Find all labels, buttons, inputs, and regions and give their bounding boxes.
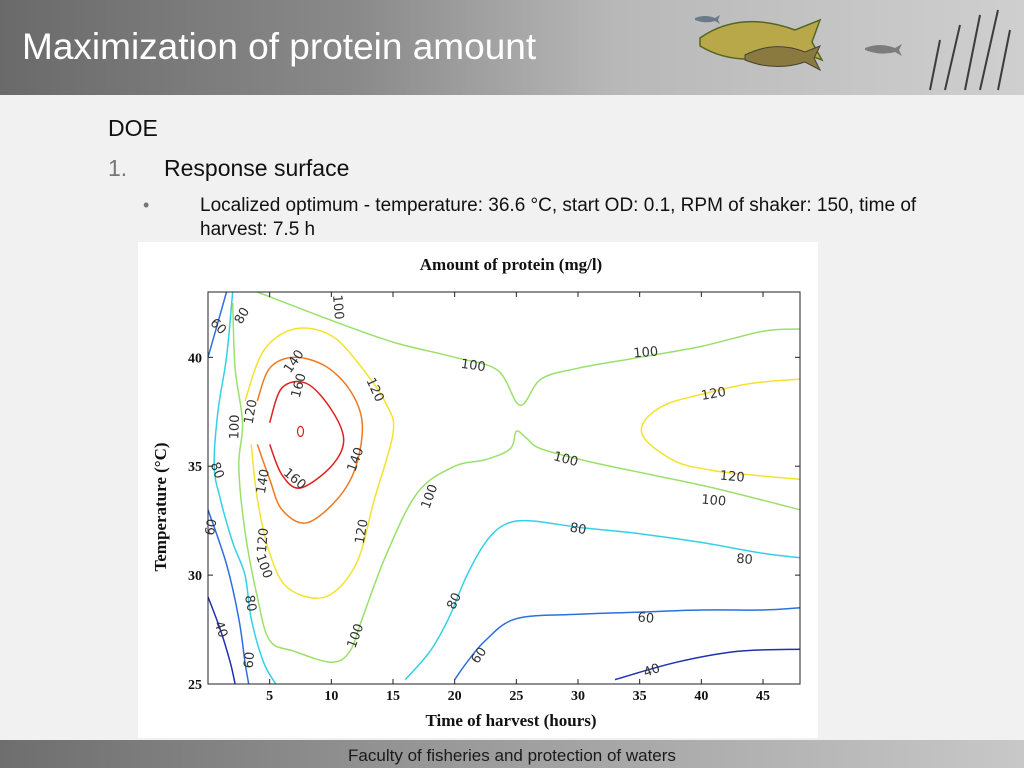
contour-label: 120 <box>362 376 386 405</box>
contour-line-100 <box>257 292 800 406</box>
contour-chart: Amount of protein (mg/l) 160160140140140… <box>151 255 801 730</box>
x-tick-label: 25 <box>509 689 523 704</box>
y-tick-label: 25 <box>188 678 202 693</box>
chart-title: Amount of protein (mg/l) <box>420 255 602 274</box>
contour-label: 100 <box>633 344 659 361</box>
plot-frame <box>207 291 801 685</box>
contour-line-100 <box>231 302 800 663</box>
contour-label: 60 <box>242 651 258 669</box>
x-tick-label: 35 <box>633 689 647 704</box>
contour-label: 120 <box>255 527 272 553</box>
contour-line-80 <box>213 292 277 684</box>
optimum-marker <box>296 425 305 437</box>
footer-bar: Faculty of fisheries and protection of w… <box>0 740 1024 768</box>
plot-area: 1601601401401401201201201201201201001001… <box>188 291 801 704</box>
footer-text: Faculty of fisheries and protection of w… <box>348 746 676 765</box>
x-tick-label: 40 <box>694 689 708 704</box>
contour-chart-panel: Amount of protein (mg/l) 160 160 140 140 140… <box>138 242 818 738</box>
fish-icon-tiny <box>695 15 720 24</box>
contour-line-80 <box>404 519 800 681</box>
y-tick-label: 40 <box>188 351 202 366</box>
bullet-optimum-text: Localized optimum - temperature: 36.6 °C… <box>200 195 917 240</box>
heading-doe: DOE <box>108 115 158 141</box>
title-bar: Maximization of protein amount <box>0 0 1024 95</box>
x-tick-label: 30 <box>571 689 585 704</box>
x-tick-label: 45 <box>756 689 770 704</box>
contour-label: 140 <box>254 468 273 495</box>
contour-label: 160 <box>280 466 309 493</box>
plants-icon <box>929 9 1011 91</box>
contour-label: 40 <box>642 661 663 681</box>
slide-title: Maximization of protein amount <box>22 26 537 67</box>
contour-line-60 <box>454 607 800 681</box>
contour-label: 120 <box>242 398 261 425</box>
contour-label: 60 <box>468 645 490 667</box>
bullet-marker: • <box>143 195 150 215</box>
contour-label: 100 <box>345 622 368 650</box>
contour-label: 160 <box>289 372 310 400</box>
contour-line-160 <box>268 380 345 489</box>
contour-line-60 <box>208 292 228 358</box>
contour-label: 80 <box>241 594 259 613</box>
contour-line-120 <box>640 378 800 481</box>
x-tick-label: 20 <box>448 689 462 704</box>
list-number: 1. <box>108 155 128 181</box>
contour-line-40 <box>208 596 236 684</box>
contour-label: 140 <box>281 347 308 376</box>
x-tick-label: 15 <box>386 689 400 704</box>
contour-label: 120 <box>353 518 372 545</box>
contour-label: 100 <box>227 414 243 439</box>
contour-label: 80 <box>736 552 754 568</box>
contour-line-60 <box>208 509 250 684</box>
contour-label: 120 <box>700 385 727 404</box>
fish-illustration <box>695 9 1011 91</box>
x-tick-label: 10 <box>324 689 338 704</box>
contour-label: 80 <box>232 305 253 327</box>
contour-label: 40 <box>210 619 230 640</box>
contour-label: 80 <box>444 591 465 612</box>
y-tick-label: 35 <box>188 460 202 475</box>
contour-line-140 <box>256 356 364 524</box>
fish-icon-carp <box>744 45 822 72</box>
contour-label: 100 <box>460 357 487 375</box>
contour-label: 80 <box>569 521 588 539</box>
contour-label: 140 <box>345 445 368 473</box>
contour-line-40 <box>614 648 800 681</box>
y-tick-label: 30 <box>188 569 202 584</box>
contour-lines <box>208 292 800 684</box>
contour-label: 80 <box>207 460 227 481</box>
contour-line-120 <box>244 327 395 599</box>
fish-icon-small <box>865 44 902 56</box>
contour-label: 120 <box>719 469 745 486</box>
y-axis-title: Temperature (°C) <box>151 442 170 571</box>
x-tick-label: 5 <box>266 689 273 704</box>
contour-label: 60 <box>207 316 229 338</box>
contour-label: 100 <box>701 493 727 510</box>
contour-label: 60 <box>203 518 221 537</box>
contour-label: 100 <box>552 449 580 470</box>
contour-label: 60 <box>637 610 655 626</box>
contour-label: 100 <box>329 294 346 320</box>
x-axis-title: Time of harvest (hours) <box>425 711 596 730</box>
list-item-response-surface: Response surface <box>164 155 350 181</box>
